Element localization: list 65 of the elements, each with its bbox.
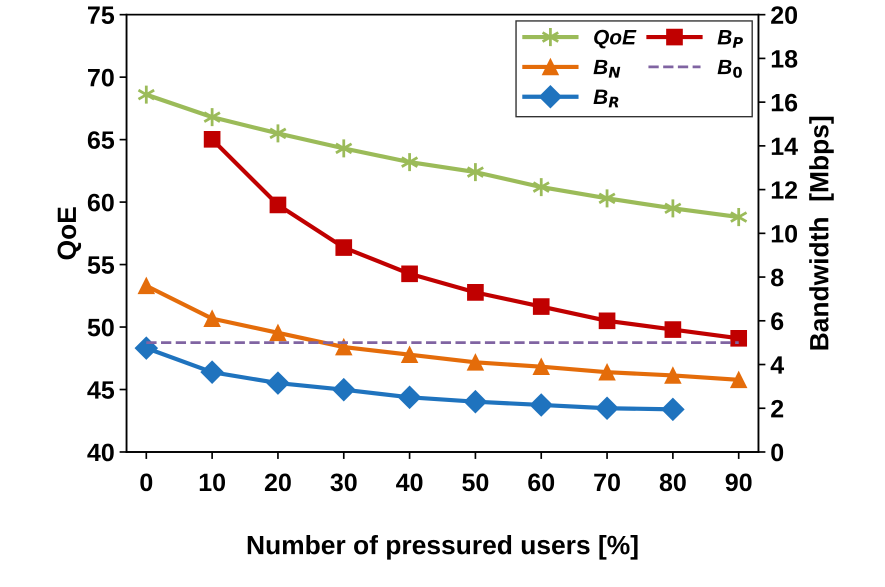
y-tick-label: 65	[88, 131, 114, 149]
x-tick-label: 10	[200, 473, 226, 492]
point	[398, 386, 422, 409]
x-tick-label: 70	[594, 473, 620, 492]
point	[138, 277, 155, 294]
point	[661, 398, 684, 421]
point	[530, 393, 553, 416]
point	[664, 367, 682, 384]
point	[335, 239, 352, 256]
point	[730, 372, 748, 388]
y-tick-label: 75	[88, 6, 114, 24]
point	[532, 358, 550, 376]
y2-axis-title: Bandwidth [Mbps]	[809, 116, 834, 350]
x-tick-label: 0	[140, 473, 152, 492]
y-tick-label: 50	[88, 318, 114, 336]
y2-tick-label: 14	[772, 138, 798, 155]
x-tick-label: 50	[462, 473, 488, 492]
legend-label: B$_{N}$	[593, 60, 620, 78]
point	[200, 360, 224, 384]
y-tick-label: 60	[88, 194, 114, 212]
y2-tick-label: 6	[771, 312, 784, 330]
point	[270, 324, 286, 342]
y2-tick-label: 16	[772, 94, 798, 112]
y2-tick-label: 0	[771, 444, 784, 462]
point	[335, 338, 352, 356]
point	[332, 378, 356, 402]
legend-label: B$_{R}$	[593, 90, 618, 108]
point	[596, 396, 619, 420]
point	[270, 196, 286, 214]
y2-tick-label: 4	[770, 356, 784, 374]
y-tick-label: 70	[88, 68, 114, 86]
point	[598, 312, 616, 330]
x-tick-label: 20	[264, 473, 291, 492]
point	[664, 321, 682, 338]
point	[532, 298, 550, 315]
point	[401, 265, 418, 282]
y-tick-label: 55	[88, 256, 114, 274]
y2-tick-label: 2	[771, 400, 784, 418]
legend-label: QoE	[594, 30, 636, 48]
point	[204, 130, 220, 148]
point	[266, 372, 290, 395]
point	[467, 354, 484, 371]
point	[204, 310, 220, 327]
y2-tick-label: 10	[772, 224, 798, 243]
point	[730, 330, 748, 347]
legend-label: B$_{0}$	[718, 60, 742, 78]
point	[134, 336, 158, 360]
x-tick-label: 40	[396, 473, 422, 492]
x-tick-label: 80	[660, 473, 686, 492]
x-tick-label: 90	[726, 473, 752, 492]
legend-label: B$_{P}$	[718, 30, 743, 48]
point	[464, 390, 487, 414]
x-axis-title: Number of pressured users [%]	[248, 535, 638, 560]
point	[598, 364, 616, 381]
y-tick-label: 45	[87, 381, 114, 399]
y2-tick-label: 12	[772, 181, 798, 199]
point	[467, 284, 484, 301]
point	[401, 346, 418, 364]
x-tick-label: 30	[330, 473, 357, 492]
y2-tick-label: 8	[771, 268, 784, 286]
y2-tick-label: 20	[771, 6, 798, 24]
x-tick-label: 60	[528, 473, 554, 492]
y-axis-title: QoE	[57, 207, 82, 260]
y-tick-label: 40	[87, 444, 114, 462]
y2-tick-label: 18	[772, 50, 798, 68]
